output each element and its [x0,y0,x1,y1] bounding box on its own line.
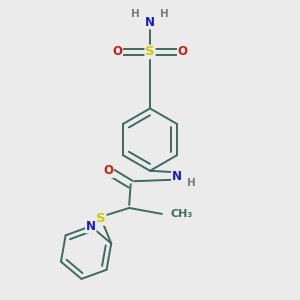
Text: H: H [160,9,169,19]
Text: H: H [187,178,196,188]
Text: O: O [112,45,122,58]
Text: S: S [96,212,106,225]
Text: S: S [145,45,155,58]
Text: N: N [145,16,155,29]
Text: CH₃: CH₃ [171,209,193,219]
Text: O: O [178,45,188,58]
Text: H: H [131,9,140,19]
Text: N: N [172,170,182,183]
Text: O: O [103,164,113,177]
Text: N: N [86,220,96,233]
